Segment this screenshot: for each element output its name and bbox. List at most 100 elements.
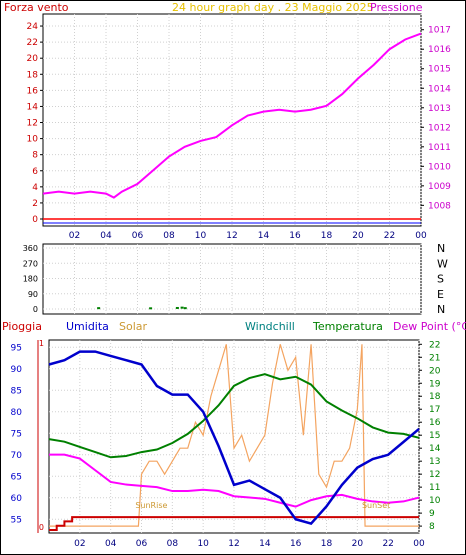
x-tick-label: 04	[105, 539, 117, 549]
series-dewpoint	[49, 453, 420, 508]
y-right-tick-label: 10	[429, 496, 441, 506]
direction-point	[149, 307, 153, 310]
x-tick-label: 20	[352, 539, 364, 549]
y-right-tick-label: 11	[429, 483, 440, 493]
legend-dewpoint: Dew Point (°C)	[393, 320, 466, 333]
y-left-tick-label: 12	[27, 119, 38, 129]
direction-label: S	[437, 273, 444, 286]
y-left-tick-label: 75	[11, 429, 22, 439]
x-tick-label: 02	[74, 539, 85, 549]
y-left-tick-label: 16	[27, 86, 39, 96]
y-left-tick-label: 20	[27, 54, 39, 64]
x-tick-label: 06	[132, 231, 144, 241]
x-tick-label: 22	[382, 539, 393, 549]
y-left-tick-label: 0	[32, 215, 38, 225]
y-right-tick-label: 1016	[428, 45, 451, 55]
y-left-tick-label: 60	[11, 494, 23, 504]
y-left-tick-label: 55	[11, 515, 22, 525]
x-tick-label: 12	[228, 539, 239, 549]
y-left-tick-label: 24	[27, 22, 39, 32]
series-pressure	[42, 32, 422, 199]
y-left-tick-label: 85	[11, 386, 22, 396]
y-left-tick-label: 18	[27, 70, 39, 80]
x-tick-label: 20	[352, 231, 364, 241]
x-tick-label: 16	[290, 539, 302, 549]
y-right-tick-label: 15	[429, 431, 440, 441]
direction-label: W	[437, 257, 448, 270]
series-temperature	[48, 373, 420, 459]
right-axis-title: Pressione	[370, 1, 423, 14]
y-right-tick-label: 20	[429, 366, 441, 376]
bottom-panel: 02 04 06 0 8 10 12 14 16 18 20 22 00 55 60 65 70 75 80 85 90…	[11, 339, 441, 549]
y-left-tick-label: 6	[32, 167, 38, 177]
y-right-tick-label: 1011	[428, 143, 451, 153]
series-humidity	[48, 350, 420, 525]
y-right-tick-label: 9	[429, 509, 435, 519]
sunrise-label: SunRise	[135, 501, 167, 510]
x-tick-label: 18	[321, 539, 333, 549]
direction-point	[175, 306, 179, 309]
x-tick-label: 12	[226, 231, 237, 241]
x-tick-label: 22	[384, 231, 395, 241]
y-right-tick-label: 1015	[428, 65, 451, 75]
left-axis-title: Forza vento	[4, 1, 69, 14]
y-right-tick-label: 21	[429, 353, 440, 363]
legend-solar: Solar	[119, 320, 148, 333]
direction-label: N	[437, 303, 445, 316]
y-right-tick-label: 13	[429, 457, 440, 467]
sunset-label: SunSet	[362, 501, 390, 510]
y-left-tick-label: 95	[11, 343, 22, 353]
x-tick-label: 02	[69, 231, 80, 241]
y-right-tick-label: 14	[429, 444, 441, 454]
y-right-tick-label: 12	[429, 470, 440, 480]
x-tick-label: 00	[413, 539, 425, 549]
x-tick-label: 00	[415, 231, 427, 241]
y-left-tick-label: 2	[32, 199, 38, 209]
direction-tick-label: 0	[33, 305, 38, 314]
y-left-tick-label: 80	[11, 408, 23, 418]
rain-tick-label: 0	[39, 523, 44, 532]
y-right-tick-label: 19	[429, 379, 441, 389]
y-right-tick-label: 16	[429, 418, 441, 428]
legend-pioggia: Pioggia	[2, 320, 42, 333]
x-tick-label: 14	[258, 231, 270, 241]
y-right-tick-label: 1012	[428, 123, 451, 133]
y-right-tick-label: 1017	[428, 26, 451, 36]
y-left-tick-label: 65	[11, 472, 22, 482]
legend-windchill: Windchill	[245, 320, 295, 333]
series-solar	[49, 344, 419, 527]
top-panel: 02 04 06 08 10 12 14 16 18 20 22 000246810121416182…	[27, 13, 451, 241]
y-right-tick-label: 1010	[428, 162, 451, 172]
y-left-tick-label: 70	[11, 451, 23, 461]
y-left-tick-label: 22	[27, 38, 38, 48]
y-right-tick-label: 1014	[428, 84, 451, 94]
direction-point	[97, 307, 101, 310]
legend-temperatura: Temperatura	[312, 320, 383, 333]
x-tick-label: 06	[136, 539, 148, 549]
y-right-tick-label: 1008	[428, 201, 451, 211]
direction-tick-label: 90	[28, 290, 38, 299]
y-right-tick-label: 18	[429, 392, 441, 402]
y-left-tick-label: 8	[32, 151, 38, 161]
x-tick-label: 16	[289, 231, 301, 241]
y-left-tick-label: 90	[11, 365, 23, 375]
y-left-tick-label: 4	[32, 183, 38, 193]
x-tick-label: 10	[197, 539, 209, 549]
y-right-tick-label: 8	[429, 522, 435, 532]
rain-tick-label: 1	[39, 339, 44, 348]
direction-tick-label: 180	[23, 275, 38, 284]
y-right-tick-label: 17	[429, 405, 440, 415]
direction-point	[183, 307, 187, 310]
y-right-tick-label: 1013	[428, 104, 451, 114]
x-tick-label: 08	[163, 231, 175, 241]
x-tick-label: 10	[195, 231, 207, 241]
direction-tick-label: 360	[23, 244, 38, 253]
direction-tick-label: 270	[23, 259, 38, 268]
y-right-tick-label: 1009	[428, 182, 451, 192]
x-tick-label: 18	[321, 231, 333, 241]
x-tick-label: 04	[100, 231, 112, 241]
chart-title: 24 hour graph day . 23 Maggio 2025	[172, 1, 374, 14]
